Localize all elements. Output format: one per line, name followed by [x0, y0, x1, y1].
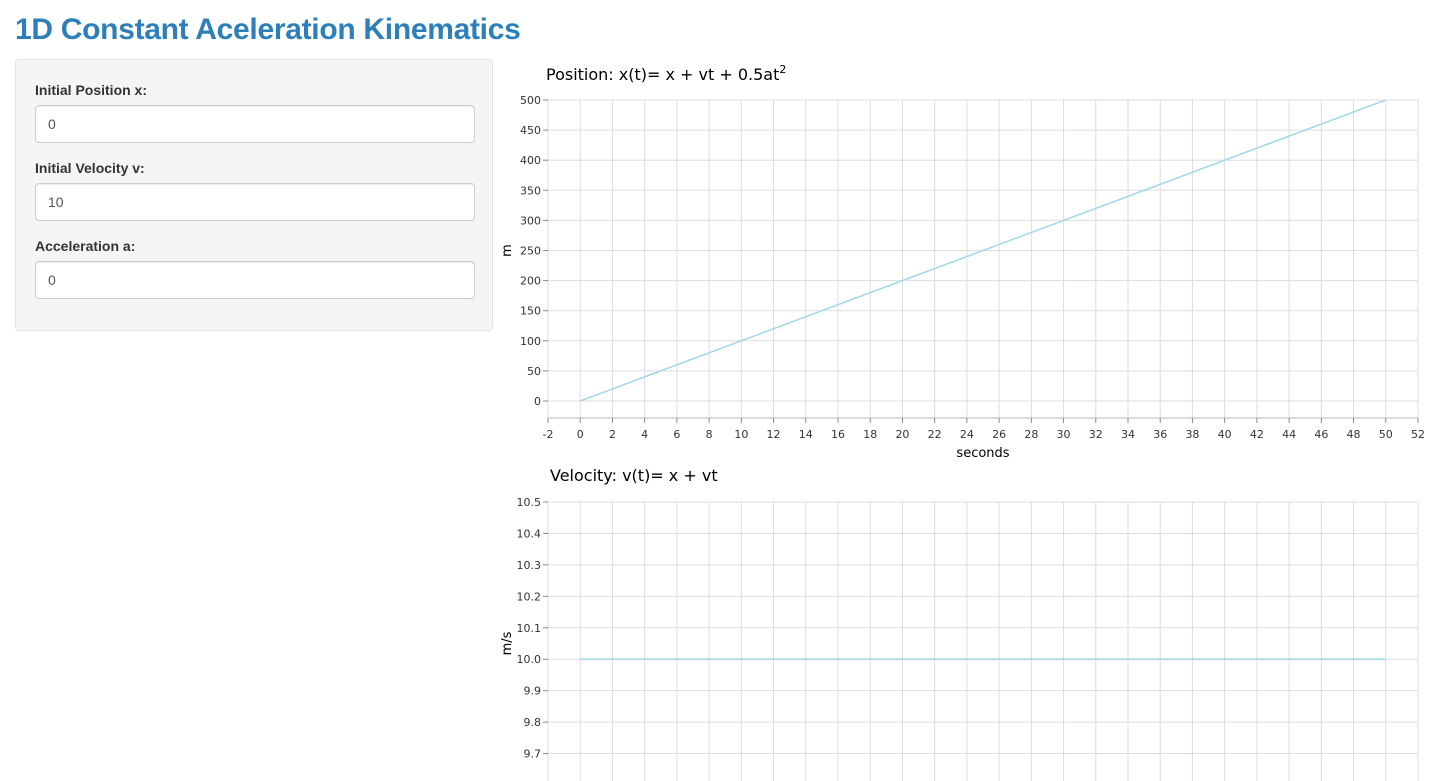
y-tick-label: 300 — [520, 214, 541, 227]
y-tick-label: 10.0 — [517, 653, 542, 666]
x-tick-label: 38 — [1185, 428, 1199, 441]
y-tick-label: 10.3 — [517, 559, 542, 572]
acceleration-label: Acceleration a: — [35, 238, 136, 254]
x-tick-label: 48 — [1347, 428, 1361, 441]
y-tick-label: 100 — [520, 335, 541, 348]
y-tick-label: 10.5 — [517, 496, 542, 509]
x-tick-label: 36 — [1153, 428, 1167, 441]
y-tick-label: 50 — [527, 365, 541, 378]
position-chart: Position: x(t)= x + vt + 0.5at2050100150… — [500, 63, 1425, 461]
y-tick-label: 9.9 — [524, 685, 542, 698]
y-tick-label: 400 — [520, 154, 541, 167]
y-tick-label: 10.4 — [517, 527, 542, 540]
plot-area — [547, 501, 1419, 781]
initial-position-input[interactable] — [35, 105, 475, 143]
initial-velocity-input[interactable] — [35, 183, 475, 221]
y-tick-label: 10.2 — [517, 590, 542, 603]
series-line — [579, 99, 1387, 402]
velocity-chart: Velocity: v(t)= x + vt 9.7 9.8 9.9 10.0 10.1 1… — [500, 466, 1419, 781]
x-tick-label: 22 — [928, 428, 942, 441]
initial-velocity-label: Initial Velocity v: — [35, 160, 145, 176]
y-tick-label: 350 — [520, 184, 541, 197]
y-axis-title: m/s — [500, 631, 515, 655]
x-tick-label: 6 — [673, 428, 680, 441]
x-tick-label: 30 — [1057, 428, 1071, 441]
x-tick-label: 44 — [1282, 428, 1296, 441]
x-tick-label: 34 — [1121, 428, 1135, 441]
x-tick-label: 2 — [609, 428, 616, 441]
x-axis-title: seconds — [956, 446, 1009, 461]
y-tick-label: 9.7 — [524, 748, 542, 761]
y-tick-label: 250 — [520, 245, 541, 258]
y-tick-label: 450 — [520, 124, 541, 137]
acceleration-input[interactable] — [35, 261, 475, 299]
x-tick-label: 24 — [960, 428, 974, 441]
x-tick-label: 8 — [706, 428, 713, 441]
input-panel: Initial Position x: Initial Velocity v: … — [15, 59, 493, 331]
x-tick-label: 14 — [799, 428, 813, 441]
chart-title: Velocity: v(t)= x + vt — [550, 466, 718, 485]
y-tick-label: 150 — [520, 305, 541, 318]
x-tick-label: 42 — [1250, 428, 1264, 441]
x-tick-label: 26 — [992, 428, 1006, 441]
x-tick-label: 28 — [1024, 428, 1038, 441]
x-tick-label: 46 — [1314, 428, 1328, 441]
x-tick-label: 18 — [863, 428, 877, 441]
x-tick-label: 10 — [734, 428, 748, 441]
x-tick-label: 40 — [1218, 428, 1232, 441]
x-tick-label: 20 — [895, 428, 909, 441]
y-tick-label: 200 — [520, 275, 541, 288]
plot-area — [547, 99, 1419, 419]
x-tick-label: -2 — [543, 428, 554, 441]
y-tick-label: 500 — [520, 94, 541, 107]
x-tick-label: 0 — [577, 428, 584, 441]
app-title: 1D Constant Aceleration Kinematics — [15, 13, 521, 46]
x-tick-label: 16 — [831, 428, 845, 441]
y-tick-label: 0 — [534, 395, 541, 408]
chart-title: Position: x(t)= x + vt + 0.5at2 — [546, 63, 786, 84]
x-tick-label: 4 — [641, 428, 648, 441]
chart-title-superscript: 2 — [779, 63, 786, 76]
x-tick-label: 32 — [1089, 428, 1103, 441]
initial-position-label: Initial Position x: — [35, 82, 148, 98]
x-tick-label: 12 — [767, 428, 781, 441]
x-tick-label: 50 — [1379, 428, 1393, 441]
y-tick-label: 9.8 — [524, 716, 542, 729]
y-tick-label: 10.1 — [517, 622, 542, 635]
y-axis-title: m — [500, 244, 515, 257]
x-tick-label: 52 — [1411, 428, 1425, 441]
